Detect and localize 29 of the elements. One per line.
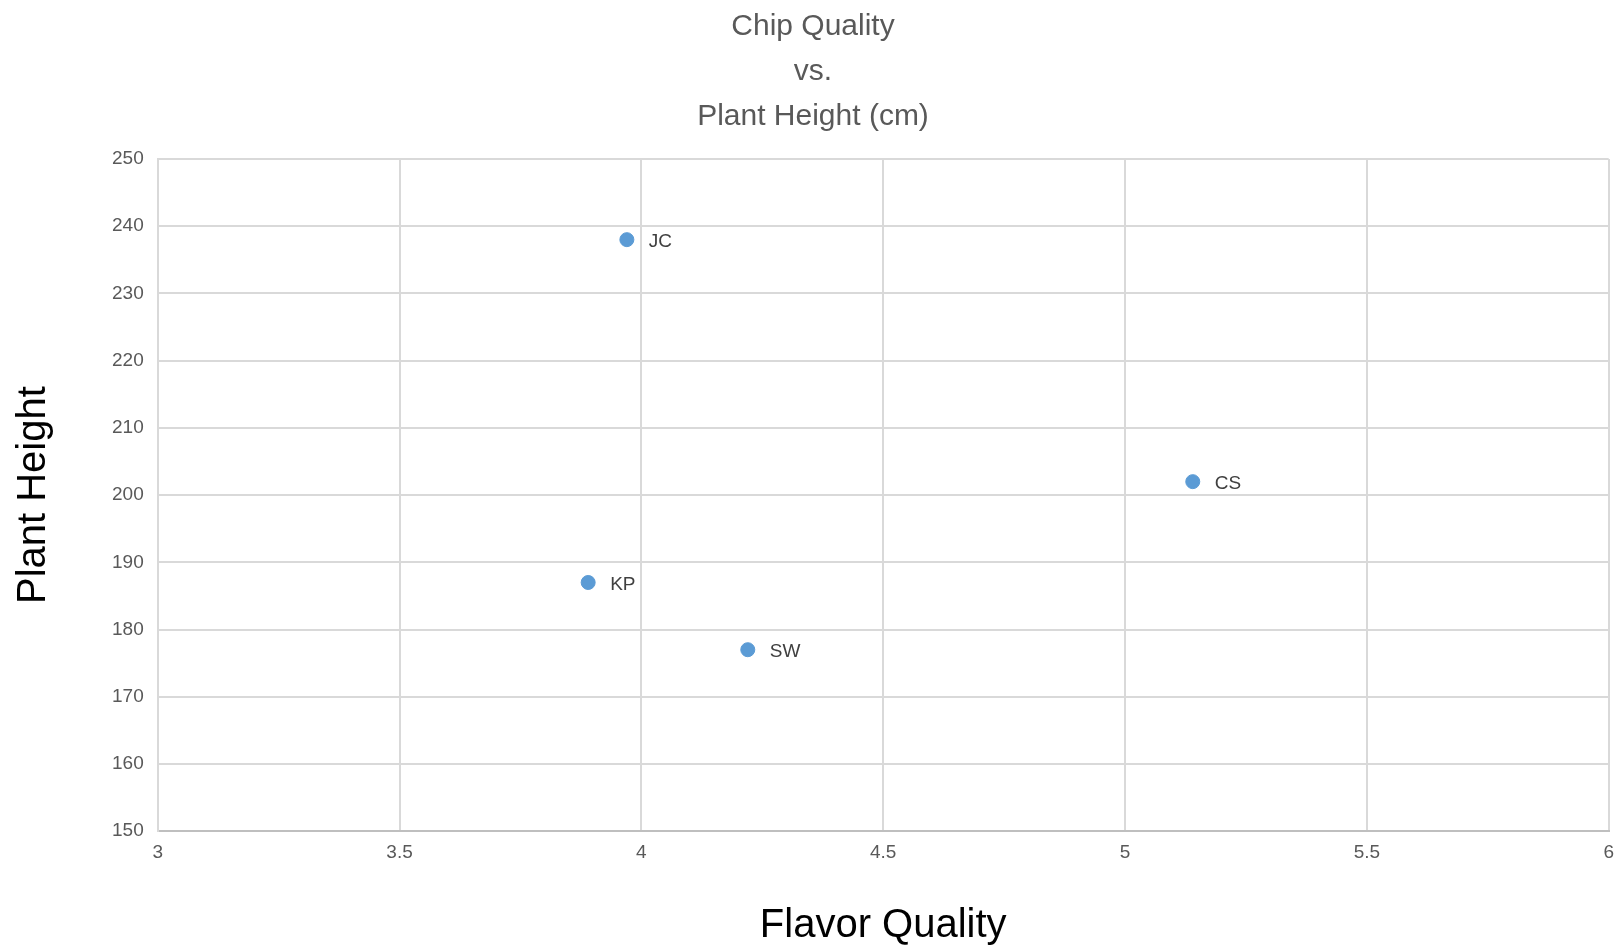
- x-tick-label: 4: [636, 840, 648, 862]
- y-tick-label: 210: [112, 416, 144, 438]
- point: [740, 642, 756, 658]
- annotation: SW: [769, 639, 801, 661]
- point: [1185, 474, 1201, 490]
- x-tick-label: 4.5: [870, 840, 897, 862]
- annotation: KP: [610, 572, 636, 594]
- x-tick-label: 3: [152, 840, 163, 862]
- y-tick-label: 190: [112, 550, 144, 572]
- y-tick-label: 250: [112, 147, 144, 169]
- y-tick-label: 160: [112, 752, 144, 774]
- x-tick-label: 5: [1119, 840, 1131, 862]
- y-tick-label: 170: [112, 684, 144, 706]
- x-tick-label: 3.5: [386, 840, 413, 862]
- y-tick-label: 180: [112, 617, 144, 639]
- annotation: CS: [1214, 471, 1242, 493]
- annotation: JC: [648, 229, 673, 251]
- x-tick-label: 6: [1603, 840, 1615, 862]
- point: [580, 574, 596, 590]
- x-tick-label: 5.5: [1353, 840, 1381, 862]
- y-tick-label: 220: [112, 348, 144, 370]
- y-axis-title: Plant Height: [9, 386, 54, 605]
- y-tick-label: 200: [112, 483, 144, 505]
- y-tick-label: 230: [112, 281, 144, 303]
- chart-title: Chip Quality vs. Plant Height (cm): [697, 7, 929, 131]
- y-tick-label: 150: [112, 819, 144, 841]
- x-axis-title: Flavor Quality: [759, 901, 1007, 946]
- y-tick-label: 240: [112, 214, 144, 236]
- point: [619, 232, 635, 248]
